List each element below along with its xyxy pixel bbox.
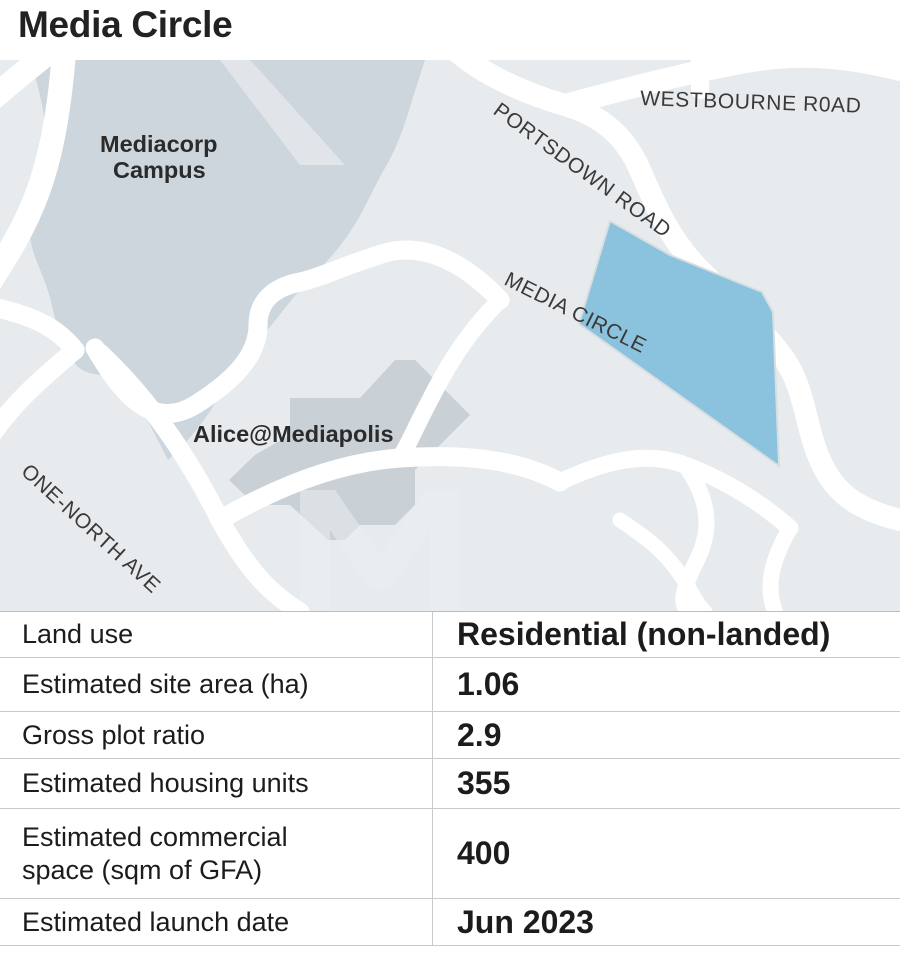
svg-text:Campus: Campus <box>113 157 206 183</box>
svg-text:Alice@Mediapolis: Alice@Mediapolis <box>193 421 394 447</box>
svg-text:Mediacorp: Mediacorp <box>100 131 218 157</box>
